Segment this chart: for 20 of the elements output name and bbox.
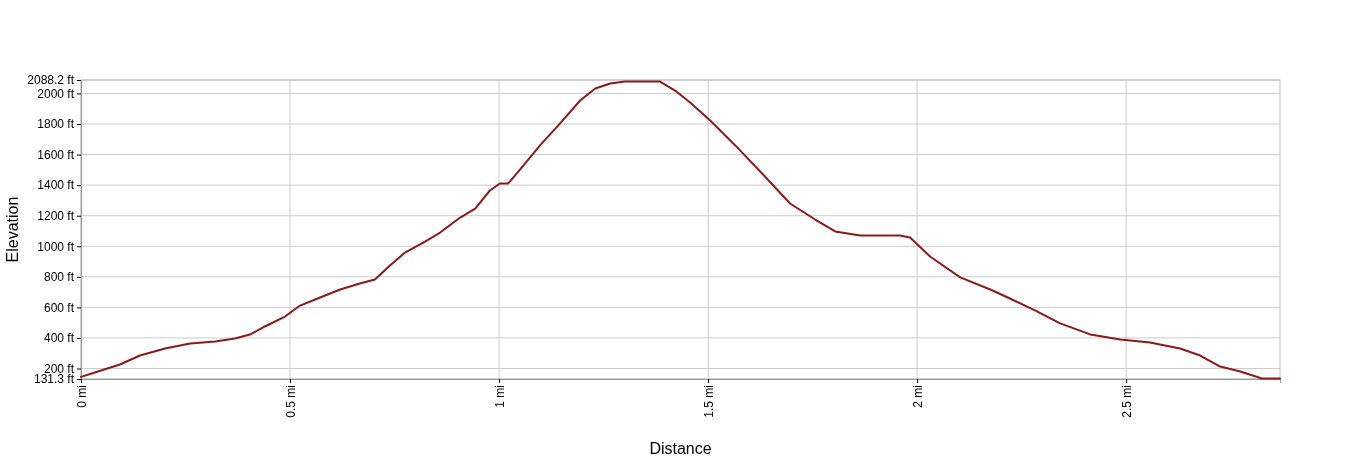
- y-tick-label: 1400 ft: [37, 178, 75, 193]
- y-tick-label: 600 ft: [43, 300, 75, 315]
- x-tick-label: 2.5 mi: [1119, 385, 1134, 418]
- x-axis-title: Distance: [649, 440, 712, 457]
- y-tick-label: 2088.2 ft: [27, 73, 75, 88]
- y-tick-label: 131.3 ft: [33, 372, 75, 387]
- x-tick-label: 1 mi: [492, 385, 507, 408]
- x-tick-label: 1.5 mi: [701, 385, 716, 418]
- y-tick-label: 2000 ft: [37, 86, 75, 101]
- y-tick-label: 800 ft: [43, 270, 75, 285]
- line-series: [80, 80, 1281, 380]
- y-axis-title: Elevation: [4, 196, 21, 263]
- y-tick-label: 400 ft: [43, 331, 75, 346]
- y-tick-label: 1800 ft: [37, 117, 75, 132]
- y-tick-label: 1600 ft: [37, 147, 75, 162]
- x-tick-label: 0 mi: [74, 385, 89, 408]
- y-tick-label: 1200 ft: [37, 209, 75, 224]
- x-tick-label: 0.5 mi: [283, 385, 298, 418]
- y-tick-label: 1000 ft: [37, 239, 75, 254]
- x-tick-label: 2 mi: [910, 385, 925, 408]
